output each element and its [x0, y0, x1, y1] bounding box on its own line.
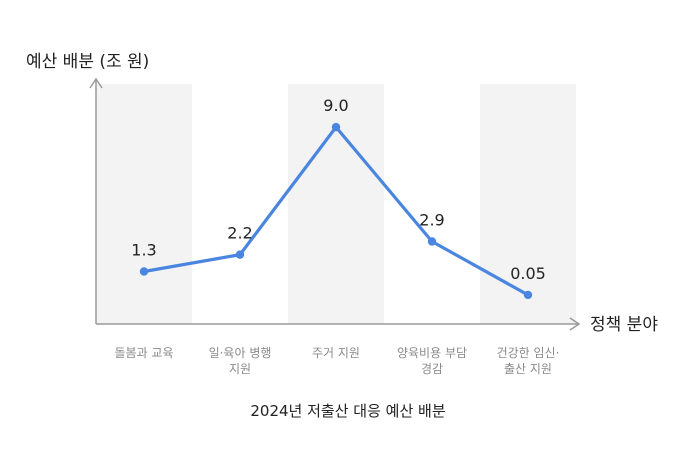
category-labels: 돌봄과 교육 일·육아 병행 지원 주거 지원 양육비용 부담 경감 건강한 임신· 출산 지… [114, 345, 559, 376]
data-label: 0.05 [510, 264, 546, 283]
category-label: 일·육아 병행 지원 [209, 345, 272, 376]
category-band [480, 84, 576, 324]
y-axis-title: 예산 배분 (조 원) [26, 52, 149, 72]
chart-title: 2024년 저출산 대응 예산 배분 [250, 402, 445, 420]
data-point [235, 250, 245, 259]
category-label: 돌봄과 교육 [114, 346, 173, 360]
data-label: 1.3 [131, 241, 156, 260]
category-bands [96, 84, 576, 324]
data-label: 2.2 [227, 224, 252, 243]
data-labels: 1.3 2.2 9.0 2.9 0.05 [131, 96, 546, 283]
data-point [523, 290, 533, 300]
x-axis-arrow [569, 317, 581, 331]
data-point [331, 122, 341, 132]
category-band [288, 84, 384, 324]
data-label: 2.9 [419, 211, 444, 230]
category-label: 건강한 임신· 출산 지원 [497, 346, 560, 376]
category-label: 양육비용 부담 경감 [397, 346, 467, 376]
data-points [139, 122, 533, 300]
y-axis-arrow [89, 77, 103, 89]
data-point [139, 267, 149, 276]
data-point [427, 237, 437, 246]
category-band [96, 84, 192, 324]
data-label: 9.0 [323, 96, 348, 115]
axes [89, 77, 581, 331]
category-label: 주거 지원 [312, 346, 360, 360]
x-axis-title: 정책 분야 [590, 315, 658, 335]
